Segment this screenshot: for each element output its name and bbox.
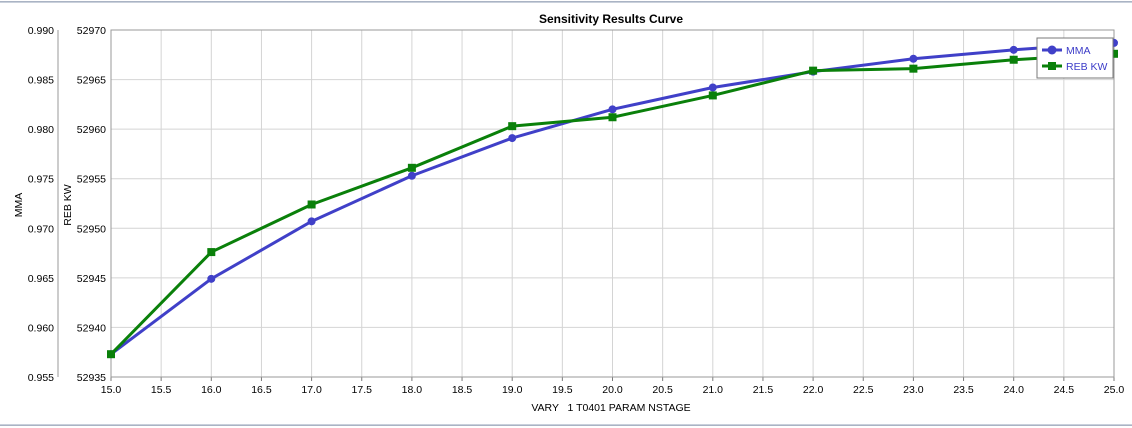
- data-point-reb-kw: [608, 113, 617, 122]
- legend-marker-mma: [1047, 45, 1057, 55]
- y-left-tick-label: 0.955: [28, 372, 54, 384]
- data-point-mma: [307, 217, 316, 226]
- x-tick-label: 24.5: [1054, 384, 1075, 396]
- data-point-reb-kw: [1110, 49, 1118, 58]
- x-tick-label: 23.0: [903, 384, 924, 396]
- x-tick-label: 25.0: [1104, 384, 1125, 396]
- x-tick-label: 22.5: [853, 384, 874, 396]
- y-left-tick-label: 0.980: [28, 124, 54, 136]
- x-tick-label: 19.0: [502, 384, 523, 396]
- y-right-tick-label: 52940: [77, 322, 106, 334]
- y-right-tick-label: 52965: [77, 75, 106, 87]
- x-tick-label: 20.0: [602, 384, 623, 396]
- y-right-tick-label: 52960: [77, 124, 106, 136]
- y-right-axis-title: REB KW: [62, 184, 74, 226]
- y-right-tick-label: 52970: [77, 25, 106, 37]
- legend-label-reb-kw: REB KW: [1066, 61, 1108, 73]
- data-point-reb-kw: [407, 163, 416, 172]
- y-left-axis-title: MMA: [13, 193, 25, 218]
- tick-labels: 15.0 15.5 16.0 16.5 17.0 17.5 18.0 18.5 19.0 19.5…: [28, 25, 1125, 396]
- x-tick-label: 23.5: [953, 384, 974, 396]
- y-right-tick-label: 52950: [77, 223, 106, 235]
- data-point-reb-kw: [107, 350, 115, 359]
- grid: [57, 30, 1115, 381]
- legend: MMA REB KW: [1036, 37, 1114, 79]
- y-left-tick-label: 0.975: [28, 174, 54, 186]
- y-left-tick-label: 0.970: [28, 223, 54, 235]
- x-tick-label: 24.0: [1003, 384, 1024, 396]
- top-border: [0, 1, 1132, 3]
- data-point-mma: [508, 134, 517, 143]
- data-point-mma: [1009, 45, 1018, 54]
- data-point-mma: [909, 54, 918, 63]
- bottom-border: [0, 424, 1132, 426]
- y-left-tick-label: 0.990: [28, 25, 54, 37]
- data-point-mma: [207, 274, 216, 283]
- legend-marker-reb-kw: [1048, 62, 1056, 70]
- data-point-reb-kw: [909, 64, 918, 73]
- legend-box: [1036, 37, 1114, 79]
- y-right-tick-label: 52955: [77, 174, 106, 186]
- data-point-reb-kw: [508, 122, 517, 131]
- x-tick-label: 21.5: [753, 384, 774, 396]
- data-point-mma: [407, 171, 416, 180]
- x-tick-label: 18.5: [452, 384, 473, 396]
- data-point-reb-kw: [307, 200, 316, 209]
- x-tick-label: 16.5: [251, 384, 272, 396]
- data-point-reb-kw: [708, 91, 717, 100]
- x-tick-label: 22.0: [803, 384, 824, 396]
- y-right-tick-label: 52945: [77, 273, 106, 285]
- data-point-mma: [708, 83, 717, 92]
- data-point-reb-kw: [1009, 55, 1018, 64]
- data-point-reb-kw: [207, 248, 216, 257]
- data-point-reb-kw: [809, 66, 818, 75]
- chart-title: Sensitivity Results Curve: [539, 12, 683, 26]
- axes: [110, 29, 1115, 378]
- x-tick-label: 19.5: [552, 384, 573, 396]
- x-tick-label: 17.0: [301, 384, 322, 396]
- y-left-tick-label: 0.965: [28, 273, 54, 285]
- x-tick-label: 17.5: [352, 384, 373, 396]
- x-tick-label: 21.0: [703, 384, 724, 396]
- legend-label-mma: MMA: [1066, 45, 1091, 57]
- x-tick-label: 15.0: [101, 384, 122, 396]
- x-axis-title: VARY 1 T0401 PARAM NSTAGE: [531, 402, 690, 414]
- data-point-mma: [608, 105, 617, 114]
- series: [107, 38, 1118, 359]
- x-tick-label: 18.0: [402, 384, 423, 396]
- y-right-tick-label: 52935: [77, 372, 106, 384]
- x-tick-label: 16.0: [201, 384, 222, 396]
- y-left-tick-label: 0.960: [28, 322, 54, 334]
- plot-area-border: [110, 29, 1115, 378]
- y-left-tick-label: 0.985: [28, 75, 54, 87]
- x-tick-label: 20.5: [652, 384, 673, 396]
- x-tick-label: 15.5: [151, 384, 172, 396]
